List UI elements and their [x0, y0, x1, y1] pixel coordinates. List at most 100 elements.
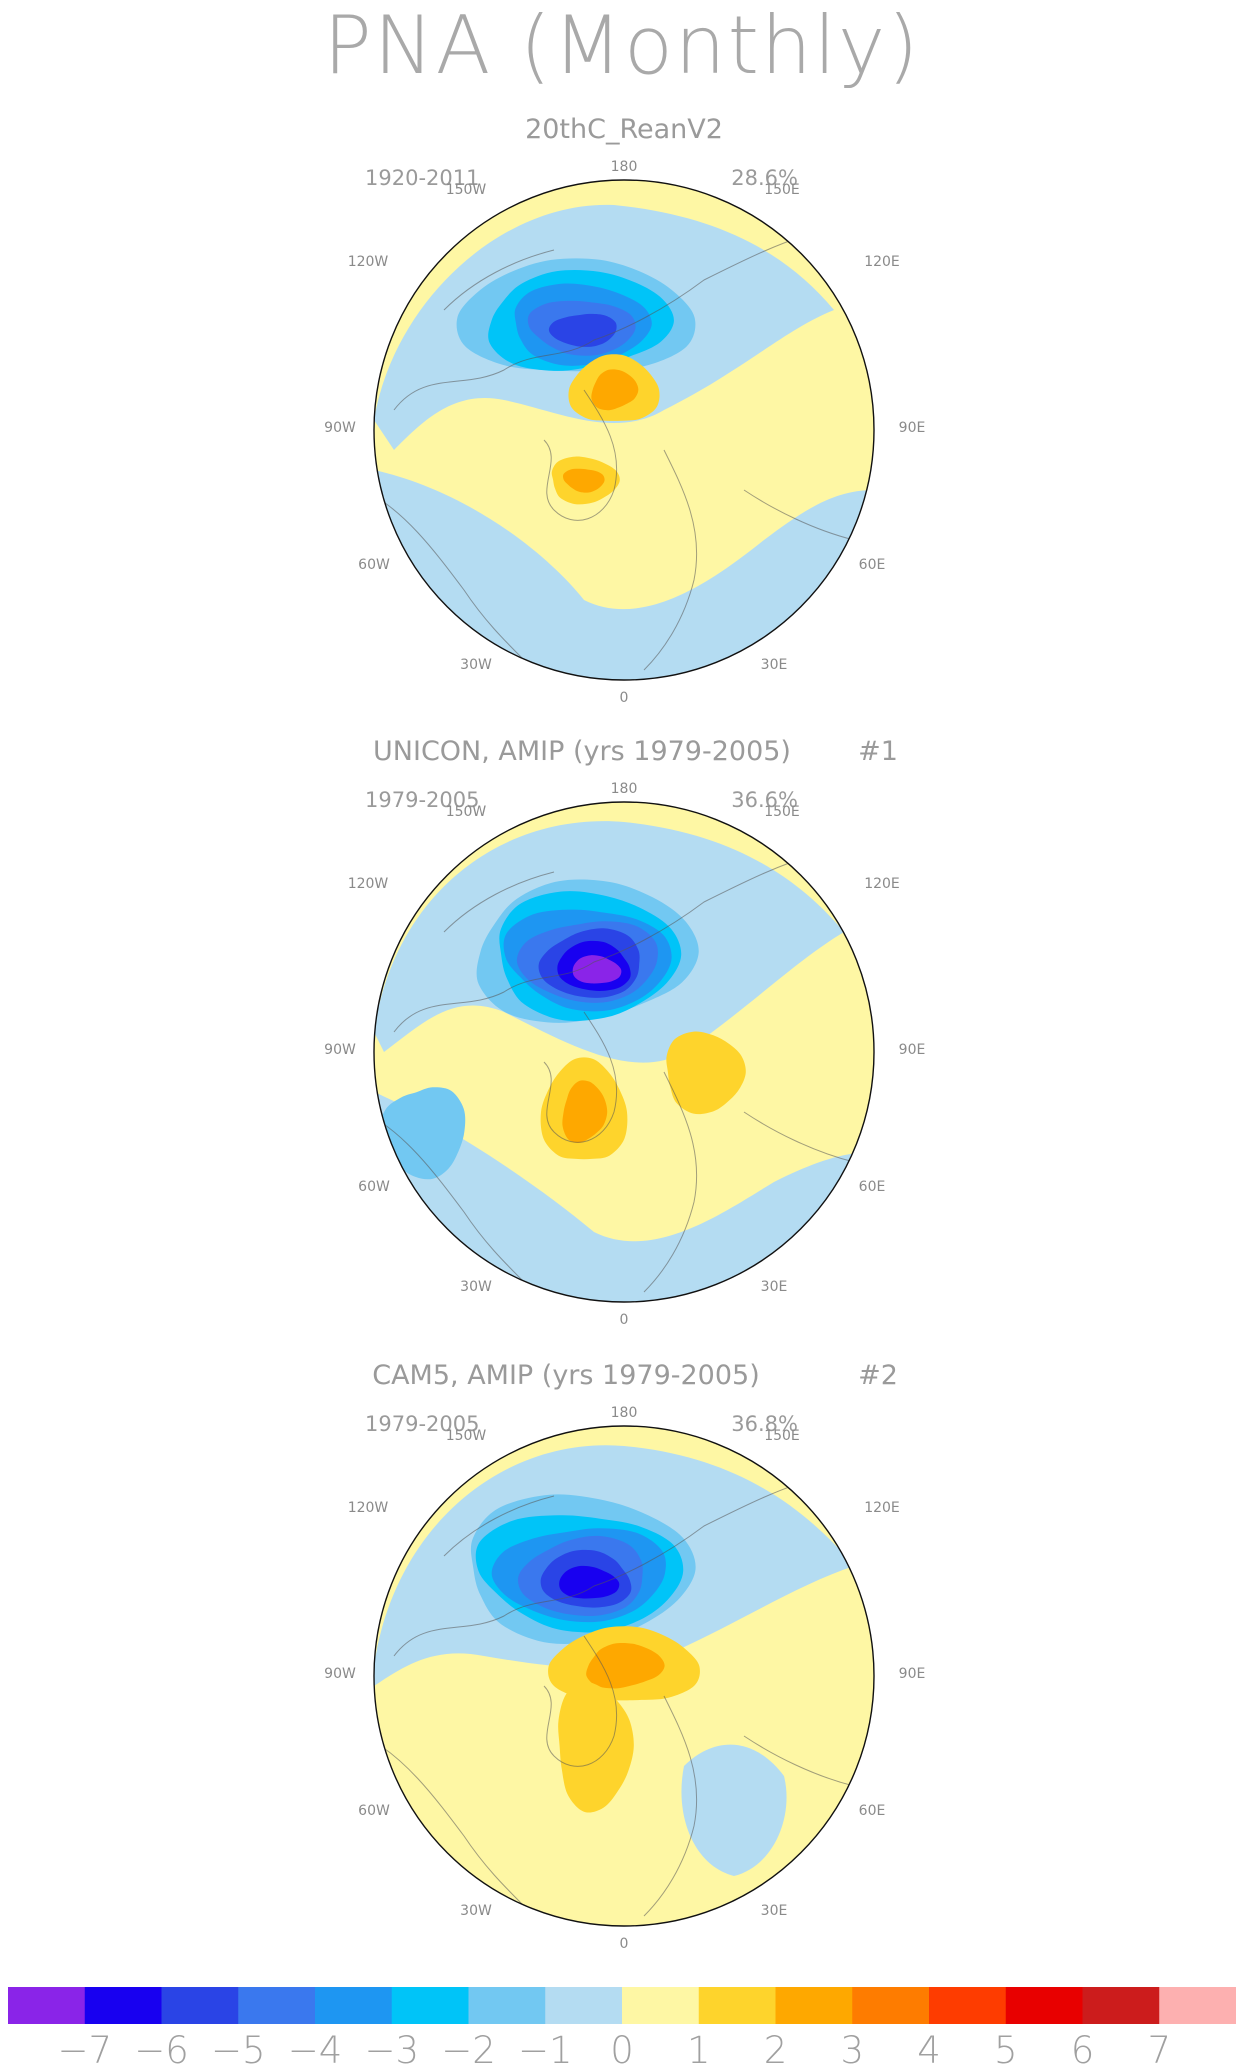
coastline: [374, 1111, 525, 1283]
coastline: [643, 1071, 698, 1293]
colorbar-bin: [238, 1987, 316, 2024]
colorbar-tick-label: 4: [917, 2029, 941, 2072]
colorbar-bin: [929, 1987, 1007, 2024]
contour-high: [562, 468, 605, 493]
longitude-label: 0: [619, 1312, 629, 1328]
longitude-label: 180: [610, 781, 638, 797]
colorbar-bin: [698, 1987, 776, 2024]
longitude-label: 30E: [760, 1903, 788, 1919]
coastline: [374, 1735, 525, 1907]
colorbar-bin: [8, 1987, 86, 2024]
map-border: [373, 801, 875, 1303]
longitude-label: 60E: [858, 557, 886, 573]
colorbar: [8, 1987, 1236, 2024]
colorbar-bin: [852, 1987, 930, 2024]
colorbar-tick-label: −2: [441, 2029, 496, 2072]
coastline: [643, 1695, 698, 1917]
panel-years: 1979-2005: [365, 788, 480, 812]
map-border: [373, 1425, 875, 1927]
longitude-label: 180: [610, 159, 638, 175]
colorbar-bin: [775, 1987, 853, 2024]
longitude-label: 90W: [324, 1042, 356, 1058]
longitude-label: 30E: [760, 657, 788, 673]
longitude-label: 60W: [358, 1179, 390, 1195]
coastline: [743, 489, 855, 541]
longitude-label: 180: [610, 1405, 638, 1421]
longitude-label: 60W: [358, 557, 390, 573]
polar-map: [373, 179, 875, 681]
longitude-label: 60E: [858, 1803, 886, 1819]
coastline: [443, 249, 555, 311]
longitude-label: 90W: [324, 420, 356, 436]
colorbar-bin: [545, 1987, 623, 2024]
longitude-label: 90E: [898, 1666, 926, 1682]
polar-map: [373, 801, 875, 1303]
colorbar-bin: [1005, 1987, 1083, 2024]
field-negative-region: [374, 470, 874, 680]
longitude-label: 150W: [445, 1428, 487, 1444]
longitude-label: 30W: [460, 657, 492, 673]
map-border: [373, 179, 875, 681]
colorbar-bin: [622, 1987, 700, 2024]
longitude-label: 150W: [445, 804, 487, 820]
coastline: [743, 1111, 855, 1163]
colorbar-bin: [468, 1987, 546, 2024]
contour-high: [591, 369, 639, 411]
contour-high: [562, 1080, 608, 1143]
panel-title: CAM5, AMIP (yrs 1979-2005): [372, 1360, 760, 1391]
longitude-label: 150W: [445, 182, 487, 198]
colorbar-tick-label: −3: [364, 2029, 420, 2072]
colorbar-bin: [391, 1987, 469, 2024]
coastline: [543, 389, 618, 521]
colorbar-bin: [84, 1987, 162, 2024]
colorbar-bin: [315, 1987, 393, 2024]
colorbar-tick-label: −1: [518, 2029, 573, 2072]
coastline: [543, 1011, 618, 1143]
panel-number: #1: [858, 736, 898, 767]
panel-number: #2: [858, 1360, 898, 1391]
colorbar-tick-label: 1: [687, 2029, 711, 2072]
colorbar-tick-label: 0: [610, 2029, 634, 2072]
colorbar-bin: [161, 1987, 239, 2024]
panel-title: UNICON, AMIP (yrs 1979-2005): [373, 736, 791, 767]
colorbar-tick-label: −7: [57, 2029, 113, 2072]
panel-title: 20thC_ReanV2: [525, 114, 723, 145]
colorbar-tick-label: 3: [840, 2029, 865, 2072]
colorbar-tick-label: 2: [763, 2029, 788, 2072]
contour-high: [666, 1031, 746, 1115]
longitude-label: 0: [619, 1936, 629, 1952]
panel-years: 1920-2011: [365, 166, 480, 190]
longitude-label: 120W: [347, 254, 389, 270]
longitude-label: 120E: [864, 254, 900, 270]
contour-high: [586, 1642, 665, 1689]
coastline: [543, 1635, 618, 1767]
polar-map: [373, 1425, 875, 1927]
field-negative-region: [681, 1744, 787, 1876]
colorbar-tick-label: −4: [287, 2029, 343, 2072]
coastline: [443, 871, 555, 933]
colorbar-tick-label: 7: [1147, 2029, 1172, 2072]
main-title: PNA (Monthly): [323, 0, 921, 92]
longitude-label: 30W: [460, 1903, 492, 1919]
longitude-label: 60W: [358, 1803, 390, 1819]
colorbar-tick-label: 5: [994, 2029, 1018, 2072]
panel-percent: 28.6%: [731, 166, 798, 190]
contour-high: [558, 1681, 634, 1813]
colorbar-bin: [1082, 1987, 1160, 2024]
coastline: [643, 449, 698, 671]
longitude-label: 60E: [858, 1179, 886, 1195]
longitude-label: 120W: [347, 1500, 389, 1516]
coastline: [393, 1475, 825, 1657]
coastline: [443, 1495, 555, 1557]
longitude-label: 30W: [460, 1279, 492, 1295]
longitude-label: 30E: [760, 1279, 788, 1295]
longitude-label: 90W: [324, 1666, 356, 1682]
field-negative-region: [374, 1092, 874, 1302]
contour-low-6: [559, 1565, 620, 1599]
panel-years: 1979-2005: [365, 1412, 480, 1436]
coastline: [374, 489, 525, 661]
contour-low-5: [548, 313, 617, 347]
colorbar-tick-label: −6: [134, 2029, 189, 2072]
longitude-label: 150E: [764, 182, 800, 198]
panel-percent: 36.6%: [731, 788, 798, 812]
